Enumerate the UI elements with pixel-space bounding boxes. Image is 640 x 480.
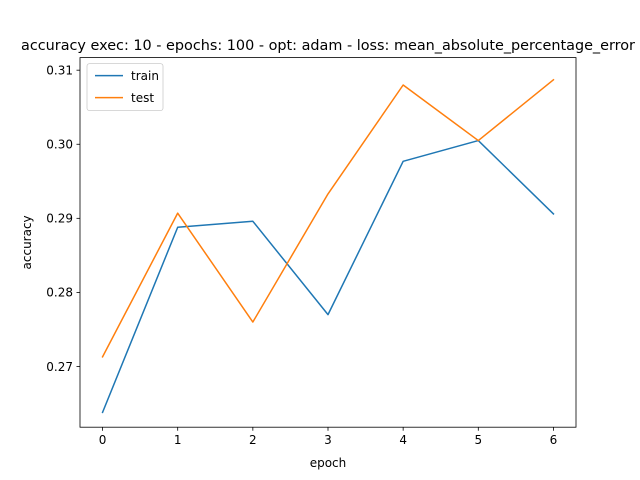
y-tick-label: 0.30 bbox=[46, 138, 73, 152]
plot-area: 0 1 2 3 4 5 6 0.27 0.28 0.29 0.30 0.31 bbox=[46, 57, 577, 447]
y-axis-label: accuracy bbox=[20, 215, 34, 269]
x-tick-label: 1 bbox=[174, 433, 182, 447]
legend-label-test: test bbox=[131, 91, 154, 105]
x-tick-label: 4 bbox=[399, 433, 407, 447]
x-axis-label: epoch bbox=[310, 456, 347, 470]
legend-label-train: train bbox=[131, 69, 159, 83]
x-tick-label: 5 bbox=[474, 433, 482, 447]
y-tick-label: 0.29 bbox=[46, 212, 73, 226]
x-tick-label: 6 bbox=[550, 433, 558, 447]
x-tick-label: 2 bbox=[249, 433, 257, 447]
x-tick-label: 3 bbox=[324, 433, 332, 447]
chart-title: accuracy exec: 10 - epochs: 100 - opt: a… bbox=[21, 38, 635, 54]
y-tick-label: 0.31 bbox=[46, 63, 73, 77]
y-tick-label: 0.28 bbox=[46, 286, 73, 300]
legend: train test bbox=[86, 63, 164, 111]
y-tick-label: 0.27 bbox=[46, 360, 73, 374]
series-line-test bbox=[101, 78, 555, 358]
x-tick-label: 0 bbox=[99, 433, 107, 447]
